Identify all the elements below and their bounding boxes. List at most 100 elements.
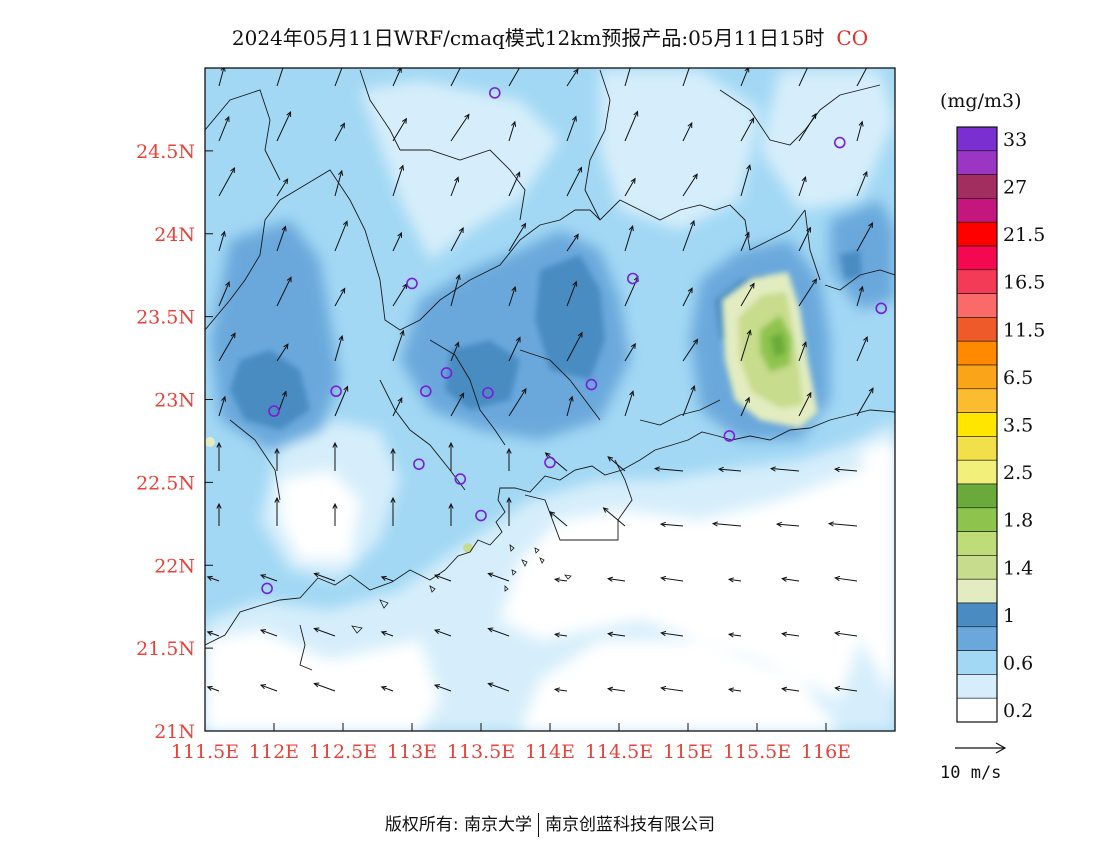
wind-arrow xyxy=(603,507,626,527)
wind-arrow xyxy=(207,686,220,692)
wind-arrow-head xyxy=(749,282,755,289)
wind-arrow xyxy=(608,578,626,582)
wind-arrow xyxy=(829,523,858,527)
wind-arrow-head xyxy=(811,278,818,285)
wind-arrow-head xyxy=(602,507,609,513)
wind-arrow-head xyxy=(380,685,387,691)
wind-arrow xyxy=(624,178,636,197)
wind-arrow xyxy=(392,68,402,87)
wind-arrow-head xyxy=(573,233,579,240)
lon-label: 113.5E xyxy=(447,741,515,763)
wind-arrow-head xyxy=(515,171,521,178)
wind-arrow xyxy=(334,335,343,362)
wind-arrow-head xyxy=(342,220,348,227)
wind-arrow xyxy=(488,573,510,582)
wind-arrow-head xyxy=(455,273,461,281)
wind-arrow xyxy=(608,688,626,692)
wind-arrow xyxy=(508,68,520,87)
wind-arrow xyxy=(856,68,868,87)
wind-arrow-head xyxy=(220,68,226,72)
wind-arrow-head xyxy=(281,390,287,397)
wind-arrow-head xyxy=(220,230,226,237)
wind-arrow-head xyxy=(390,496,396,503)
wind-arrow xyxy=(566,234,579,252)
colorbar-label: 0.2 xyxy=(1003,700,1033,722)
wind-arrow-head xyxy=(338,334,344,342)
wind-arrow-head xyxy=(397,396,403,404)
wind-arrow xyxy=(555,633,568,637)
wind-arrow-head xyxy=(487,682,494,688)
wind-arrow xyxy=(608,633,626,637)
station-marker xyxy=(626,272,639,285)
station-marker xyxy=(544,456,556,469)
wind-arrow-head xyxy=(572,280,578,287)
wind-arrow xyxy=(856,222,873,252)
wind-arrow xyxy=(434,629,452,637)
wind-arrow xyxy=(488,683,510,692)
wind-arrow-head xyxy=(399,164,405,171)
wind-arrow-head xyxy=(448,441,454,448)
wind-arrow-head xyxy=(717,466,724,473)
wind-arrow-head xyxy=(811,112,817,119)
wind-arrow-head xyxy=(401,117,407,124)
wind-arrow-head xyxy=(781,576,788,582)
wind-arrow xyxy=(260,629,278,637)
wind-arrow-head xyxy=(868,222,874,229)
colorbar-swatch xyxy=(956,174,998,199)
lat-label: 22N xyxy=(154,555,195,577)
wind-arrow-head xyxy=(577,331,583,338)
wind-arrow xyxy=(392,330,404,362)
station-marker xyxy=(475,509,487,522)
wind-arrow xyxy=(314,573,336,582)
wind-arrow-head xyxy=(286,110,292,118)
copyright-owner: 版权所有: 南京大学 xyxy=(384,815,533,835)
wind-arrow xyxy=(771,468,800,472)
wind-arrow-head xyxy=(286,276,292,283)
colorbar-swatch xyxy=(956,531,998,556)
wind-arrow xyxy=(260,574,278,582)
wind-arrow-head xyxy=(630,342,636,349)
wind-arrow-head xyxy=(216,502,222,509)
wind-arrow-head xyxy=(454,176,460,183)
wind-arrow-head xyxy=(607,631,614,637)
wind-arrow xyxy=(740,330,751,362)
wind-arrow xyxy=(782,688,800,692)
lat-label: 22.5N xyxy=(136,472,195,494)
wind-arrow xyxy=(334,386,348,417)
wind-arrow xyxy=(450,68,461,87)
wind-arrow xyxy=(218,231,225,252)
station-marker xyxy=(440,367,453,379)
wind-arrow-head xyxy=(573,68,579,75)
wind-arrow-head xyxy=(549,511,556,517)
wind-arrow-head xyxy=(281,225,287,232)
wind-arrow-head xyxy=(230,332,236,339)
lat-label: 24N xyxy=(154,224,195,246)
wind-arrow xyxy=(450,393,465,417)
colorbar-swatch xyxy=(956,578,998,604)
colorbar-label: 1.8 xyxy=(1003,510,1033,532)
wind-arrow xyxy=(856,336,868,362)
wind-arrow-head xyxy=(660,575,667,582)
wind-arrow-head xyxy=(506,496,512,503)
colorbar-swatch xyxy=(956,650,998,675)
wind-arrow xyxy=(566,68,579,87)
wind-arrow xyxy=(798,176,806,197)
wind-arrow xyxy=(434,574,452,582)
colorbar-swatch xyxy=(956,507,998,532)
wind-arrow xyxy=(835,687,858,692)
wind-arrow xyxy=(566,281,577,307)
wind-arrow xyxy=(381,631,394,637)
wind-arrow-head xyxy=(206,575,213,581)
colorbar-swatch xyxy=(956,626,998,651)
wind-arrow-head xyxy=(506,447,512,454)
wind-arrow xyxy=(798,342,807,362)
wind-reference-label: 10 m/s xyxy=(940,763,1001,783)
wind-arrow-head xyxy=(858,120,864,127)
title-text: 2024年05月11日WRF/cmaq模式12km预报产品:05月11日15时 xyxy=(231,26,825,50)
wind-arrow-head xyxy=(801,341,807,348)
wind-arrow xyxy=(798,68,808,87)
wind-arrow xyxy=(777,523,800,527)
wind-arrow xyxy=(555,688,568,692)
wind-arrow-head xyxy=(801,176,807,183)
